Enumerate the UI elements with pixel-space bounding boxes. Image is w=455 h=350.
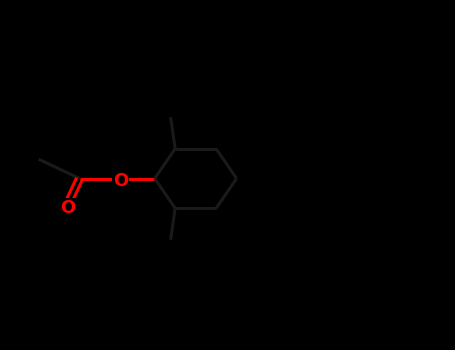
Text: O: O	[113, 172, 128, 190]
Text: O: O	[60, 199, 75, 217]
